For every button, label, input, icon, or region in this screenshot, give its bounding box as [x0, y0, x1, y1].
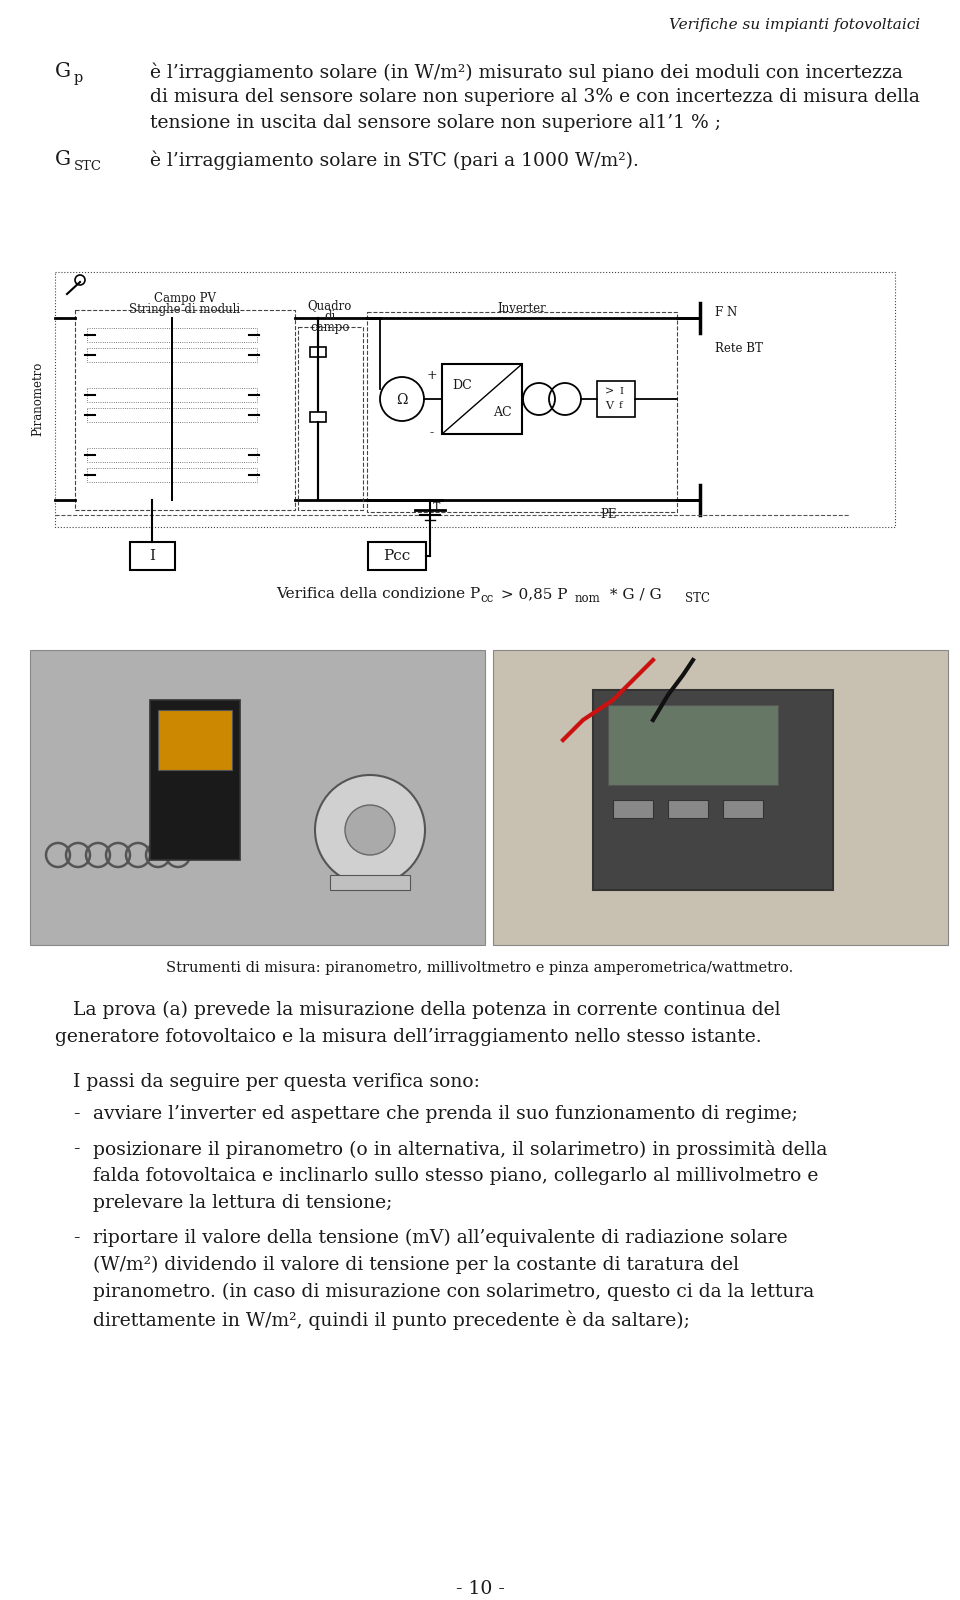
Text: T: T [433, 502, 441, 512]
Text: Verifica della condizione P: Verifica della condizione P [276, 587, 480, 602]
Bar [593, 690, 833, 890]
Text: di misura del sensore solare non superiore al 3% e con incertezza di misura dell: di misura del sensore solare non superio… [150, 88, 920, 106]
Bar [150, 701, 240, 861]
Text: mV: mV [184, 736, 205, 749]
Bar [158, 710, 232, 770]
Text: generatore fotovoltaico e la misura dell’irraggiamento nello stesso istante.: generatore fotovoltaico e la misura dell… [55, 1029, 761, 1046]
Bar [87, 387, 257, 402]
Text: (W/m²) dividendo il valore di tensione per la costante di taratura del: (W/m²) dividendo il valore di tensione p… [93, 1256, 739, 1274]
Text: tensione in uscita dal sensore solare non superiore al1’1 % ;: tensione in uscita dal sensore solare no… [150, 114, 721, 133]
Text: PE: PE [600, 509, 616, 522]
Text: cc: cc [480, 592, 493, 605]
Bar [493, 650, 948, 946]
Text: > 0,85 P: > 0,85 P [496, 587, 567, 602]
Text: Rete BT: Rete BT [715, 341, 763, 355]
Text: Strumenti di misura: piranometro, millivoltmetro e pinza amperometrica/wattmetro: Strumenti di misura: piranometro, milliv… [166, 962, 794, 974]
Text: - 10 -: - 10 - [456, 1581, 504, 1598]
Bar [330, 875, 410, 890]
Text: -: - [430, 426, 434, 438]
Bar [723, 800, 763, 818]
Text: piranometro. (in caso di misurazione con solarimetro, questo ci da la lettura: piranometro. (in caso di misurazione con… [93, 1283, 814, 1301]
Text: * G / G: * G / G [605, 587, 661, 602]
Text: STC: STC [74, 160, 102, 173]
Text: AC: AC [492, 406, 512, 419]
Text: di: di [324, 310, 336, 323]
Text: Stringhe di moduli: Stringhe di moduli [130, 302, 241, 317]
Text: nom: nom [575, 592, 601, 605]
Text: -: - [73, 1139, 80, 1158]
Text: campo: campo [310, 322, 349, 334]
Text: è l’irraggiamento solare in STC (pari a 1000 W/m²).: è l’irraggiamento solare in STC (pari a … [150, 150, 638, 170]
Text: direttamente in W/m², quindi il punto precedente è da saltare);: direttamente in W/m², quindi il punto pr… [93, 1310, 690, 1330]
Text: G: G [55, 150, 71, 170]
Bar [75, 310, 295, 510]
Bar [310, 411, 326, 422]
Bar [298, 326, 363, 510]
Text: riportare il valore della tensione (mV) all’equivalente di radiazione solare: riportare il valore della tensione (mV) … [93, 1229, 787, 1248]
Bar [87, 349, 257, 362]
Bar [613, 800, 653, 818]
Text: I: I [149, 549, 155, 563]
Bar [30, 650, 485, 946]
Text: p: p [74, 70, 84, 85]
Text: prelevare la lettura di tensione;: prelevare la lettura di tensione; [93, 1194, 393, 1213]
Bar [130, 542, 175, 570]
Text: Pcc: Pcc [383, 549, 411, 563]
Text: f: f [619, 402, 623, 410]
Bar [87, 467, 257, 482]
Text: posizionare il piranometro (o in alternativa, il solarimetro) in prossimità dell: posizionare il piranometro (o in alterna… [93, 1139, 828, 1158]
Text: DC: DC [452, 379, 472, 392]
Bar [87, 408, 257, 422]
Text: Campo PV: Campo PV [154, 291, 216, 306]
Text: >: > [605, 387, 614, 397]
Bar [367, 312, 677, 512]
Text: F N: F N [715, 307, 737, 320]
Text: Inverter: Inverter [497, 302, 546, 315]
Bar [442, 365, 522, 434]
Bar [668, 800, 708, 818]
Text: Quadro: Quadro [308, 299, 352, 312]
Text: -: - [73, 1229, 80, 1246]
Text: è l’irraggiamento solare (in W/m²) misurato sul piano dei moduli con incertezza: è l’irraggiamento solare (in W/m²) misur… [150, 62, 902, 82]
Text: avviare l’inverter ed aspettare che prenda il suo funzionamento di regime;: avviare l’inverter ed aspettare che pren… [93, 1106, 798, 1123]
Text: STC: STC [685, 592, 710, 605]
Text: V: V [605, 402, 613, 411]
Text: Verifiche su impianti fotovoltaici: Verifiche su impianti fotovoltaici [669, 18, 920, 32]
Text: La prova (a) prevede la misurazione della potenza in corrente continua del: La prova (a) prevede la misurazione dell… [55, 1002, 780, 1019]
Bar [310, 347, 326, 357]
Text: Piranometro: Piranometro [32, 362, 44, 437]
Bar [608, 706, 778, 786]
Bar [597, 381, 635, 418]
Text: I: I [619, 387, 623, 395]
Text: Ω: Ω [396, 394, 408, 406]
Bar [87, 328, 257, 342]
Bar [55, 272, 895, 526]
Text: +: + [426, 370, 438, 382]
Text: falda fotovoltaica e inclinarlo sullo stesso piano, collegarlo al millivolmetro : falda fotovoltaica e inclinarlo sullo st… [93, 1166, 818, 1186]
Text: G: G [55, 62, 71, 82]
Text: -: - [73, 1106, 80, 1123]
Circle shape [345, 805, 395, 854]
Text: I passi da seguire per questa verifica sono:: I passi da seguire per questa verifica s… [55, 1074, 480, 1091]
Bar [87, 448, 257, 462]
Bar [368, 542, 426, 570]
Circle shape [315, 774, 425, 885]
